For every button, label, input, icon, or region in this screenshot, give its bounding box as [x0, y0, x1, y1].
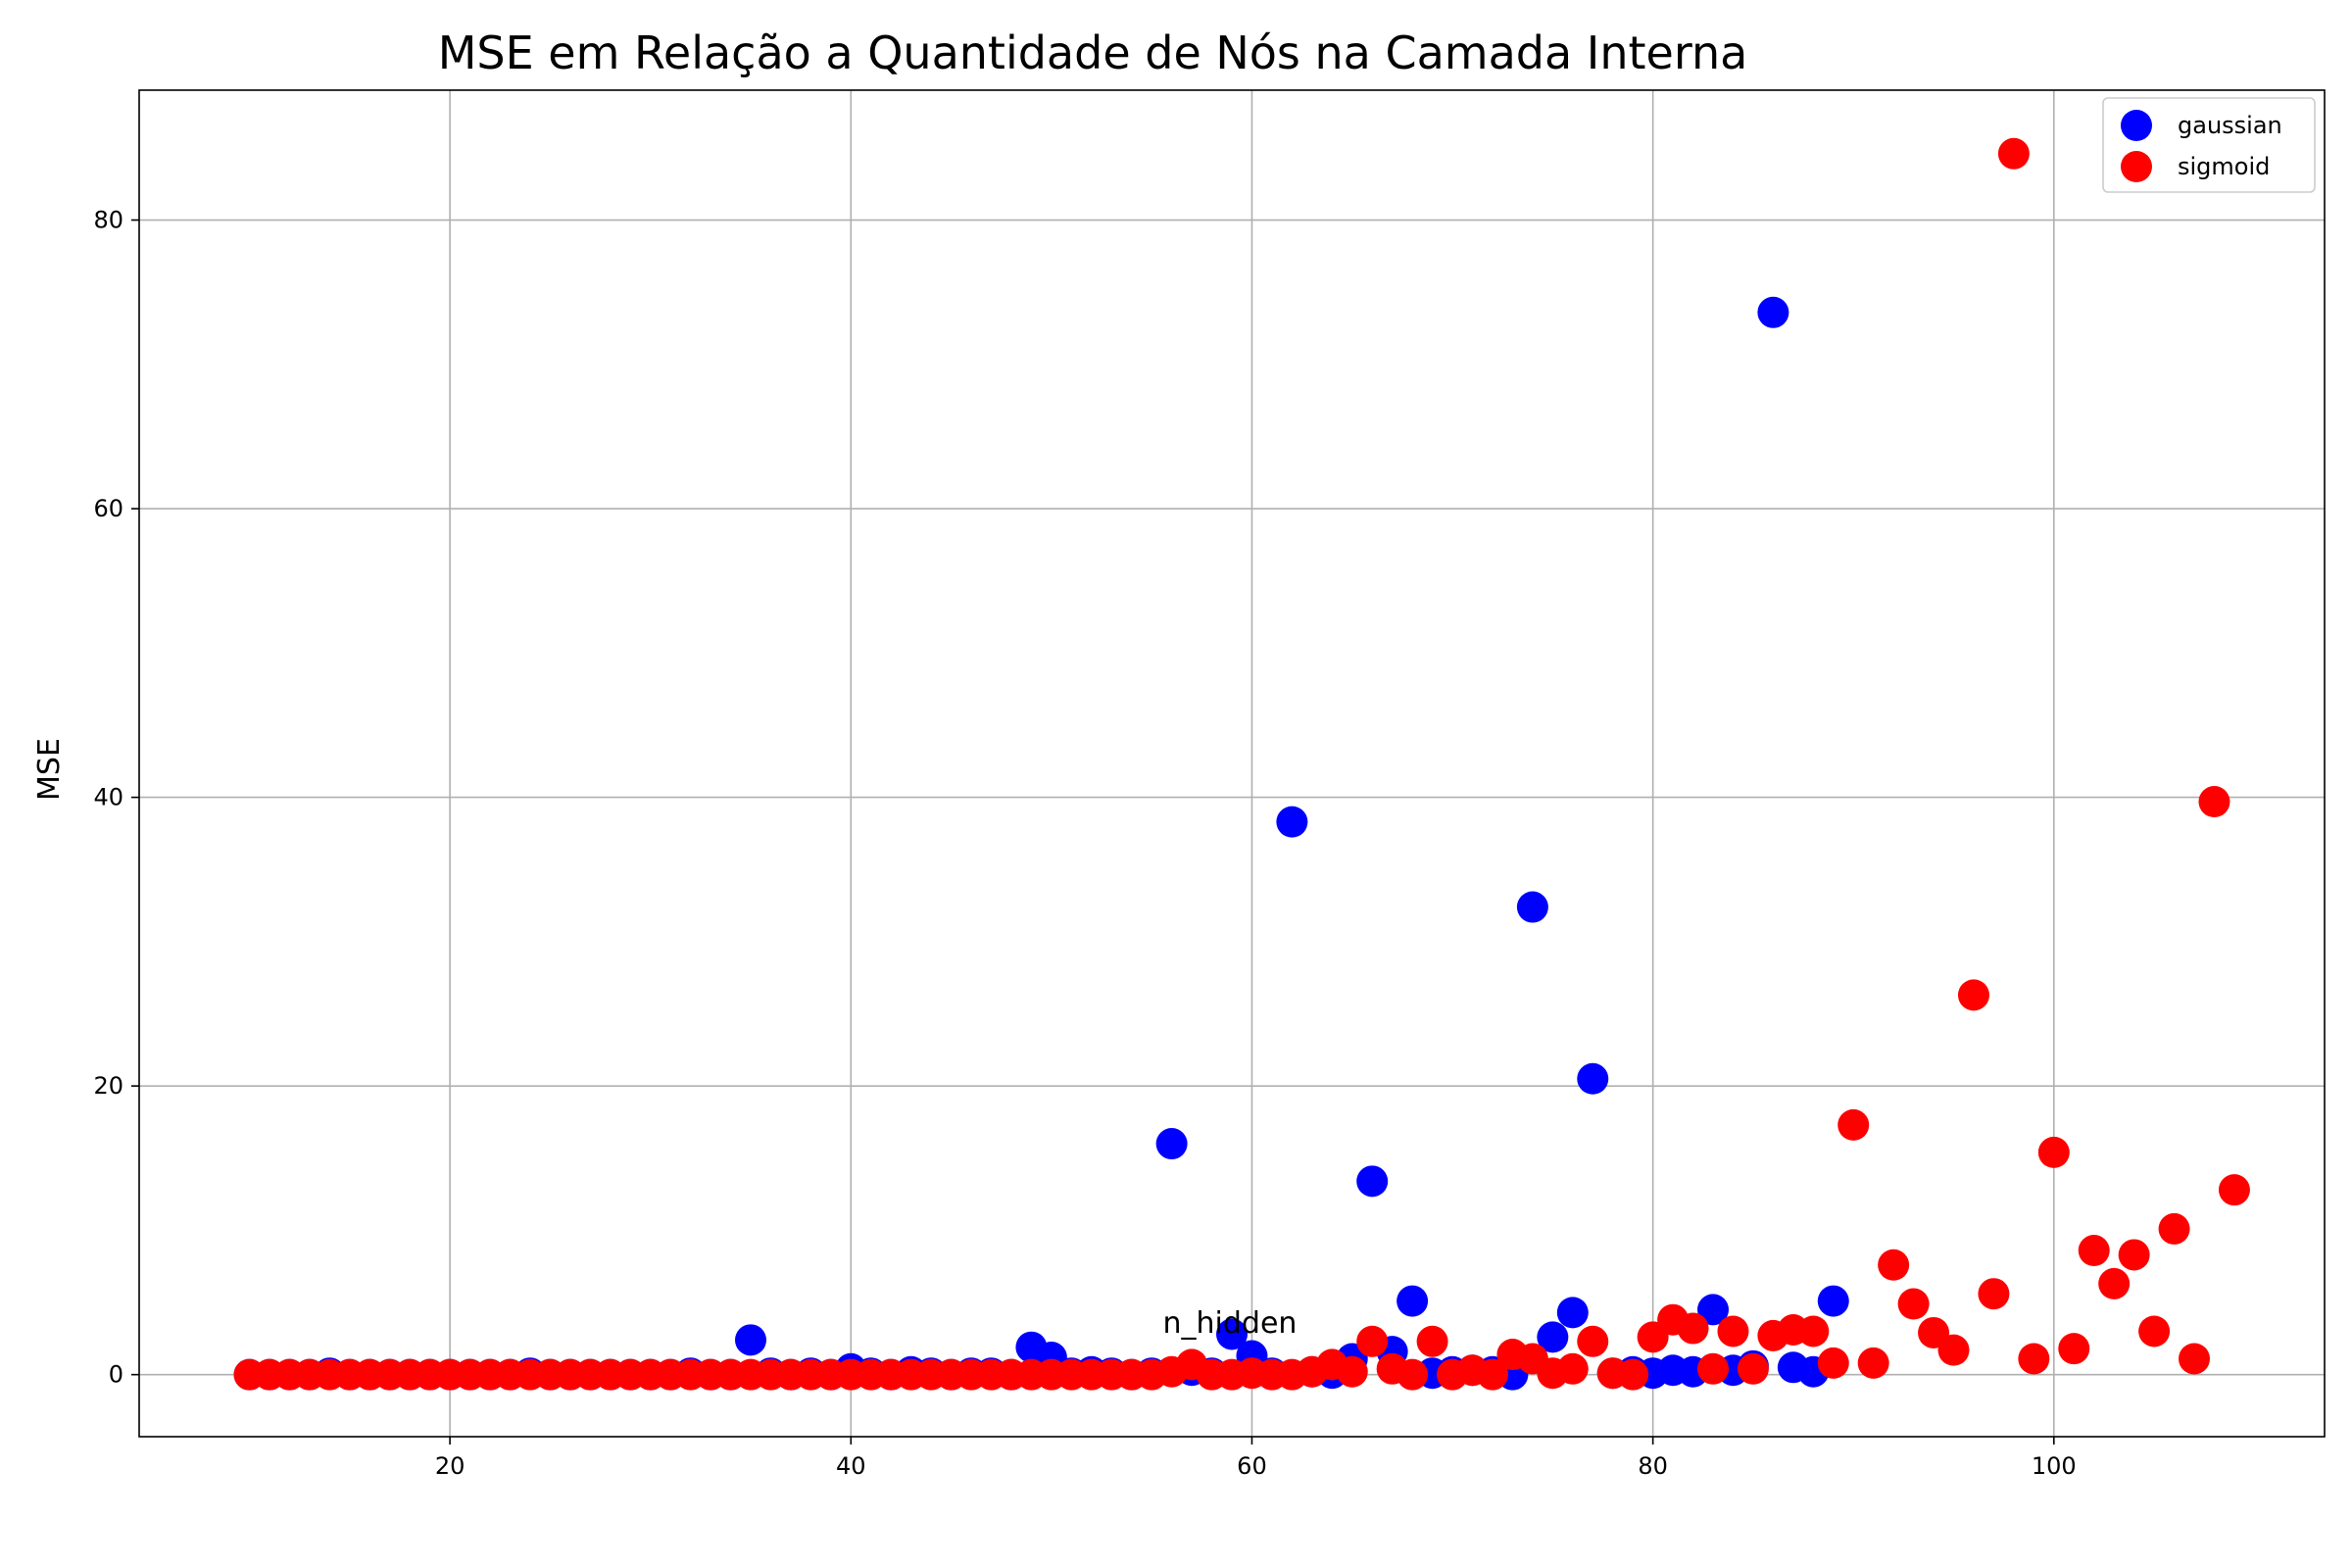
- y-tick-label: 20: [93, 1072, 123, 1100]
- point-sigmoid: [1697, 1352, 1730, 1385]
- x-tick-label: 100: [2032, 1452, 2077, 1480]
- point-gaussian: [1396, 1285, 1429, 1317]
- point-sigmoid: [2158, 1212, 2190, 1245]
- y-tick-label: 0: [109, 1361, 123, 1389]
- y-tick-label: 40: [93, 784, 123, 811]
- point-sigmoid: [2098, 1267, 2131, 1299]
- point-gaussian: [1276, 806, 1308, 838]
- point-sigmoid: [2118, 1239, 2150, 1271]
- legend: gaussian sigmoid: [2102, 97, 2316, 193]
- point-gaussian: [1516, 891, 1548, 923]
- legend-box: [2102, 97, 2316, 193]
- plot-area-frame: [138, 89, 2326, 1438]
- point-gaussian: [1537, 1321, 1569, 1353]
- data-points: [233, 137, 2250, 1391]
- point-sigmoid: [1577, 1325, 1609, 1357]
- point-gaussian: [1757, 296, 1789, 328]
- point-sigmoid: [1416, 1325, 1448, 1357]
- point-sigmoid: [2037, 1136, 2070, 1168]
- point-sigmoid: [2218, 1174, 2250, 1206]
- point-sigmoid: [1878, 1249, 1910, 1281]
- point-sigmoid: [1677, 1312, 1709, 1345]
- point-sigmoid: [1838, 1108, 1870, 1141]
- point-sigmoid: [1957, 979, 1989, 1011]
- axis-ticks: 20 40 60 80 100 0 20 40 60 80: [93, 207, 2076, 1480]
- chart-title: MSE em Relação a Quantidade de Nós na Ca…: [438, 26, 1748, 79]
- point-sigmoid: [1476, 1358, 1508, 1391]
- point-sigmoid: [1897, 1288, 1930, 1320]
- x-tick-label: 20: [435, 1452, 466, 1480]
- point-gaussian: [1356, 1165, 1389, 1198]
- point-gaussian: [1817, 1285, 1849, 1317]
- point-gaussian: [1155, 1128, 1188, 1160]
- point-sigmoid: [2018, 1343, 2050, 1375]
- point-gaussian: [1216, 1318, 1248, 1350]
- point-sigmoid: [2198, 786, 2230, 818]
- point-sigmoid: [2138, 1315, 2171, 1348]
- y-axis-label: MSE: [32, 738, 67, 801]
- point-sigmoid: [1717, 1315, 1749, 1348]
- x-tick-label: 60: [1237, 1452, 1267, 1480]
- point-sigmoid: [1336, 1355, 1368, 1388]
- x-tick-label: 40: [836, 1452, 866, 1480]
- point-sigmoid: [1356, 1325, 1389, 1357]
- legend-label-gaussian: gaussian: [2178, 112, 2282, 139]
- point-gaussian: [1556, 1297, 1589, 1329]
- point-sigmoid: [1556, 1352, 1589, 1385]
- point-sigmoid: [1737, 1352, 1769, 1385]
- point-gaussian: [1697, 1294, 1730, 1326]
- legend-marker-gaussian: [2121, 110, 2152, 141]
- x-tick-label: 80: [1638, 1452, 1668, 1480]
- point-sigmoid: [1817, 1347, 1849, 1379]
- point-sigmoid: [1997, 137, 2030, 170]
- point-gaussian: [1577, 1062, 1609, 1095]
- point-sigmoid: [2058, 1333, 2090, 1365]
- point-sigmoid: [2179, 1343, 2211, 1375]
- y-tick-label: 60: [93, 495, 123, 522]
- point-sigmoid: [1978, 1278, 2010, 1310]
- point-sigmoid: [2078, 1235, 2110, 1267]
- point-gaussian: [734, 1324, 766, 1356]
- legend-label-sigmoid: sigmoid: [2178, 153, 2270, 180]
- point-sigmoid: [1857, 1347, 1889, 1379]
- series-sigmoid: [233, 137, 2250, 1391]
- point-sigmoid: [1797, 1315, 1830, 1348]
- point-sigmoid: [1396, 1358, 1429, 1391]
- y-tick-label: 80: [93, 207, 123, 234]
- x-axis-label: n_hidden: [1163, 1306, 1298, 1341]
- point-sigmoid: [1937, 1334, 1970, 1366]
- legend-marker-sigmoid: [2121, 151, 2152, 182]
- point-sigmoid: [1617, 1358, 1649, 1391]
